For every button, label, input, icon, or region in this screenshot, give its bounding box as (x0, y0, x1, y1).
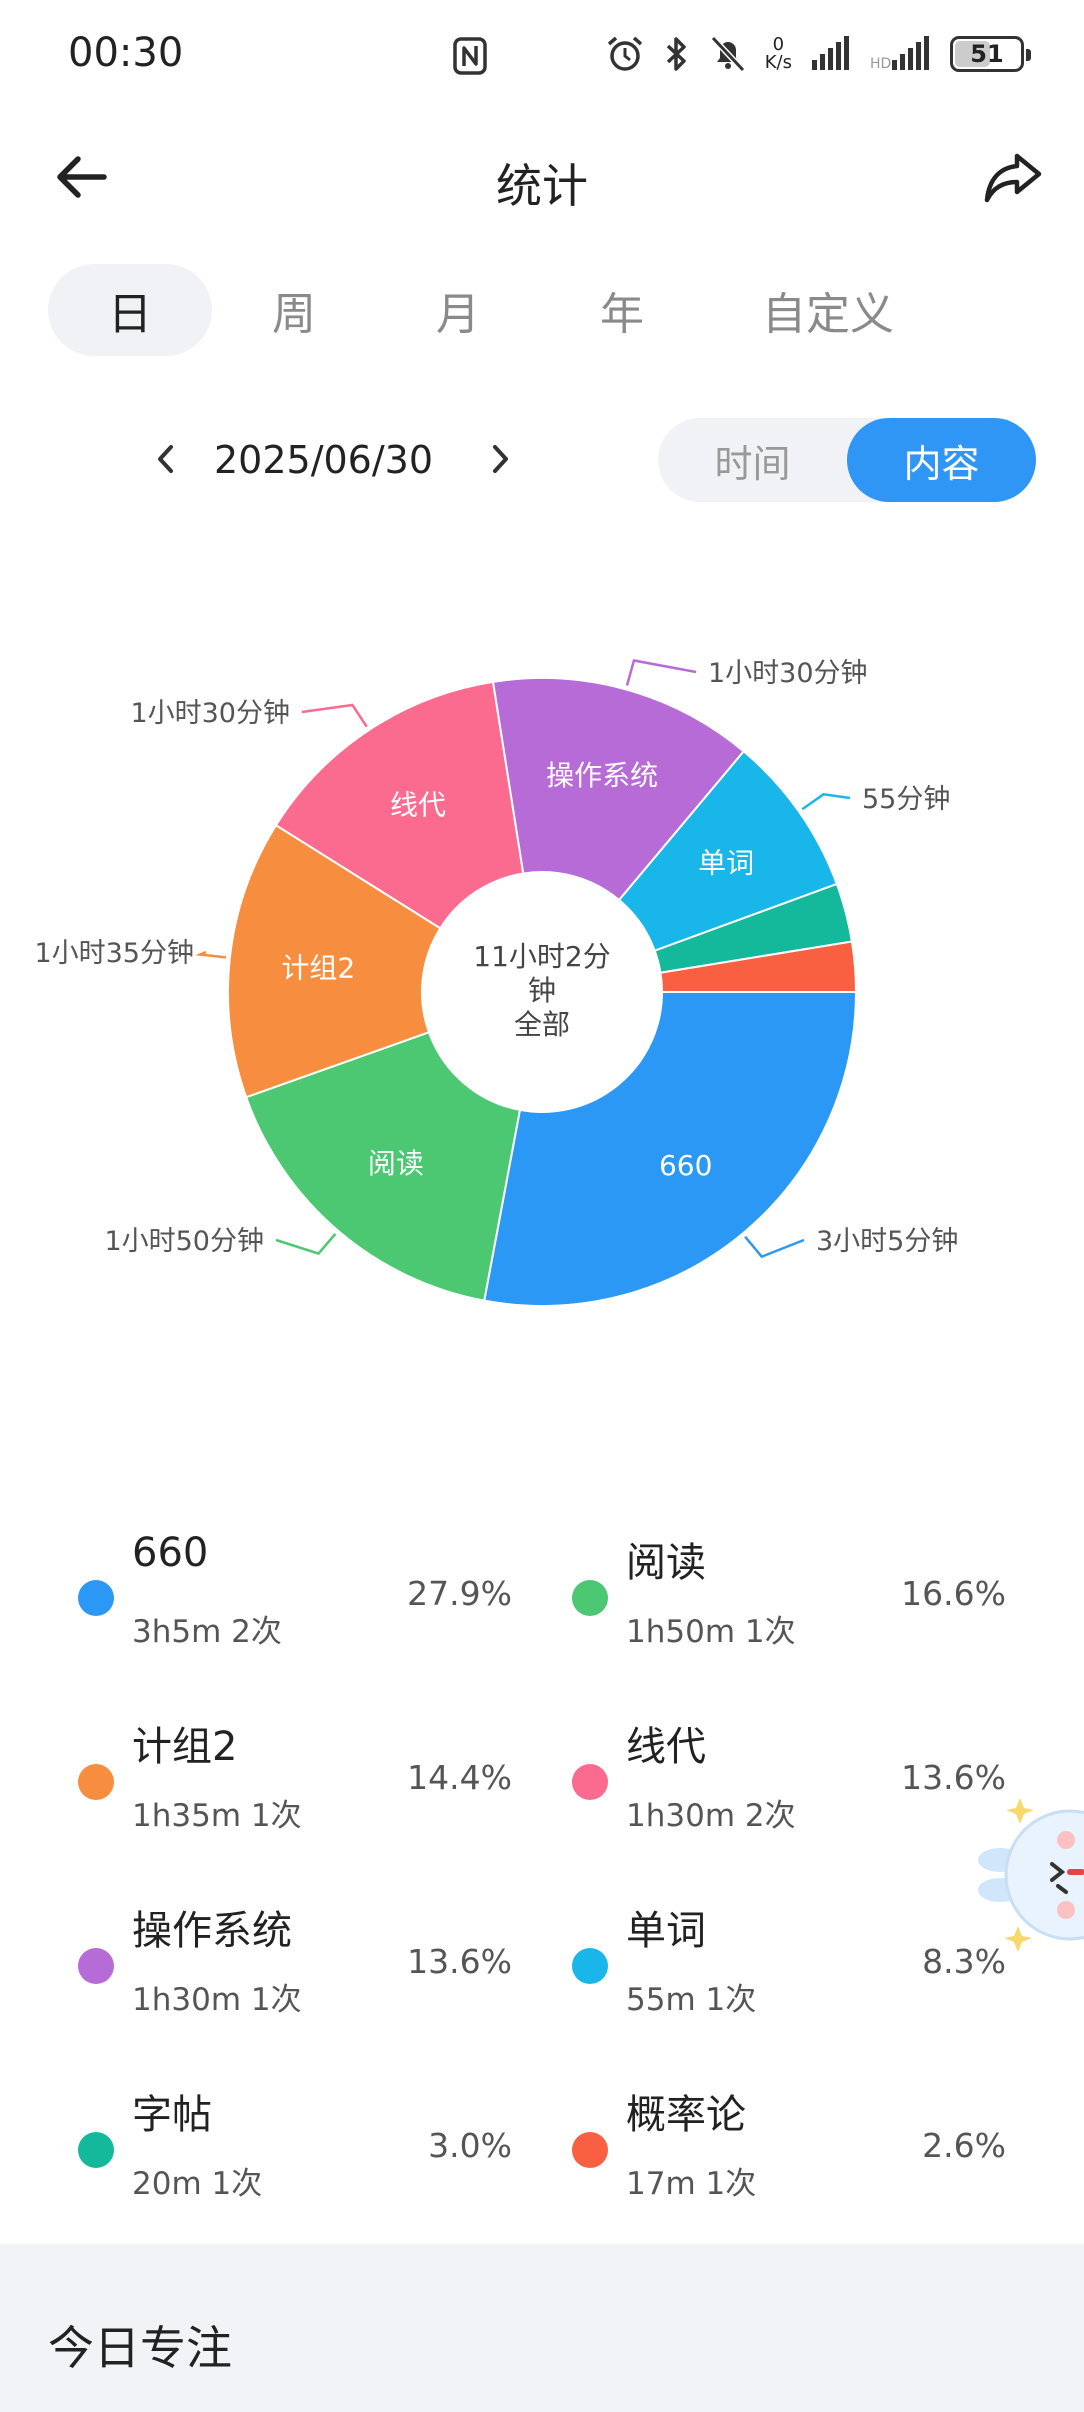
bluetooth-icon (663, 34, 691, 74)
donut-chart-svg: 660 3小时5分钟 阅读 1小时50分钟 计组2 1小时35分钟 线代 1小时30分钟操作系… (0, 560, 1084, 1360)
legend-color-dot (78, 2132, 114, 2168)
legend-color-dot (572, 1948, 608, 1984)
chevron-left-icon (154, 443, 176, 475)
legend-name: 操作系统 (132, 1898, 292, 1956)
legend-percent: 13.6% (407, 1942, 512, 1981)
legend-name: 单词 (626, 1898, 706, 1956)
callout-label-5: 55分钟 (862, 784, 950, 815)
mode-toggle: 时间 内容 (658, 418, 1036, 502)
tab-week[interactable]: 周 (212, 264, 376, 356)
legend-color-dot (572, 1580, 608, 1616)
legend-percent: 27.9% (407, 1574, 512, 1613)
donut-chart: 660 3小时5分钟 阅读 1小时50分钟 计组2 1小时35分钟 线代 1小时30分钟操作系… (0, 560, 1084, 1360)
net-speed-unit: K/s (765, 54, 792, 72)
legend-detail: 3h5m 2次 (132, 1606, 282, 1651)
slice-label-1: 阅读 (368, 1147, 424, 1180)
slice-label-5: 单词 (698, 847, 754, 880)
legend-color-dot (572, 1764, 608, 1800)
legend-color-dot (78, 1580, 114, 1616)
slice-label-2: 计组2 (281, 951, 355, 984)
legend-detail: 1h35m 1次 (132, 1790, 302, 1835)
callout-line-5 (802, 794, 850, 809)
legend-percent: 14.4% (407, 1758, 512, 1797)
center-text-2: 全部 (514, 1008, 570, 1041)
page-title: 统计 (0, 150, 1084, 216)
center-text-1: 钟 (528, 974, 556, 1007)
status-time: 00:30 (68, 30, 183, 76)
signal-icon-2: HD (870, 36, 932, 72)
legend-name: 概率论 (626, 2082, 746, 2140)
callout-line-2 (200, 952, 226, 957)
legend-color-dot (78, 1948, 114, 1984)
callout-label-1: 1小时50分钟 (104, 1226, 264, 1257)
tab-month[interactable]: 月 (376, 264, 540, 356)
legend-color-dot (572, 2132, 608, 2168)
tab-year[interactable]: 年 (540, 264, 704, 356)
legend-detail: 1h30m 2次 (626, 1790, 796, 1835)
slice-label-4: 操作系统 (546, 759, 658, 792)
legend-detail: 17m 1次 (626, 2158, 756, 2203)
legend-name: 阅读 (626, 1530, 706, 1588)
status-icons: 0 K/s HD 51 (605, 30, 1024, 78)
mode-content[interactable]: 内容 (847, 418, 1036, 502)
legend-item[interactable]: 单词 55m 1次 8.3% (542, 1898, 1006, 2038)
callout-label-0: 3小时5分钟 (816, 1226, 958, 1257)
alarm-icon (605, 34, 645, 74)
legend-color-dot (78, 1764, 114, 1800)
legend-percent: 3.0% (428, 2126, 512, 2165)
callout-line-3 (302, 705, 367, 727)
tab-custom[interactable]: 自定义 (704, 264, 952, 356)
callout-line-1 (276, 1234, 335, 1254)
callout-label-2: 1小时35分钟 (34, 938, 194, 969)
nfc-icon (452, 36, 488, 80)
legend-percent: 16.6% (901, 1574, 1006, 1613)
share-button[interactable] (978, 142, 1048, 212)
legend-item[interactable]: 概率论 17m 1次 2.6% (542, 2082, 1006, 2222)
legend-item[interactable]: 线代 1h30m 2次 13.6% (542, 1714, 1006, 1854)
signal-icon (810, 36, 852, 72)
legend-item[interactable]: 计组2 1h35m 1次 14.4% (48, 1714, 512, 1854)
period-tabs: 日 周 月 年 自定义 (48, 264, 1036, 356)
mode-time[interactable]: 时间 (658, 418, 847, 502)
svg-text:HD: HD (870, 56, 891, 72)
legend-item[interactable]: 阅读 1h50m 1次 16.6% (542, 1530, 1006, 1670)
legend-detail: 1h50m 1次 (626, 1606, 796, 1651)
battery-level: 51 (970, 40, 1003, 68)
date-text[interactable]: 2025/06/30 (214, 438, 433, 482)
tab-day[interactable]: 日 (48, 264, 212, 356)
date-prev-button[interactable] (140, 434, 190, 484)
legend-item[interactable]: 操作系统 1h30m 1次 13.6% (48, 1898, 512, 2038)
slice-label-3: 线代 (390, 788, 446, 821)
status-bar: 00:30 0 K/s (0, 0, 1084, 112)
floating-mascot[interactable] (970, 1790, 1084, 1960)
today-focus-title: 今日专注 (48, 2312, 232, 2378)
legend-detail: 20m 1次 (132, 2158, 262, 2203)
callout-line-0 (745, 1237, 804, 1257)
legend-name: 660 (132, 1530, 208, 1576)
net-speed: 0 K/s (765, 36, 792, 72)
mascot-icon (970, 1790, 1084, 1960)
legend-name: 线代 (626, 1714, 706, 1772)
legend-name: 字帖 (132, 2082, 212, 2140)
legend-detail: 1h30m 1次 (132, 1974, 302, 2019)
battery-icon: 51 (950, 36, 1024, 72)
slice-label-0: 660 (659, 1149, 712, 1182)
center-text-0: 11小时2分 (473, 940, 610, 973)
today-focus-section: 今日专注 (0, 2244, 1084, 2412)
legend-detail: 55m 1次 (626, 1974, 756, 2019)
legend-percent: 2.6% (922, 2126, 1006, 2165)
callout-label-4: 1小时30分钟 (708, 658, 868, 689)
legend-item[interactable]: 660 3h5m 2次 27.9% (48, 1530, 512, 1670)
callout-line-4 (627, 661, 696, 686)
callout-label-3: 1小时30分钟 (130, 698, 290, 729)
chevron-right-icon (490, 443, 512, 475)
date-next-button[interactable] (476, 434, 526, 484)
header: 统计 (0, 112, 1084, 242)
share-icon (983, 150, 1043, 204)
mute-icon (709, 34, 747, 74)
date-navigation: 2025/06/30 时间 内容 (0, 414, 1084, 504)
legend-name: 计组2 (132, 1714, 237, 1772)
legend-item[interactable]: 字帖 20m 1次 3.0% (48, 2082, 512, 2222)
